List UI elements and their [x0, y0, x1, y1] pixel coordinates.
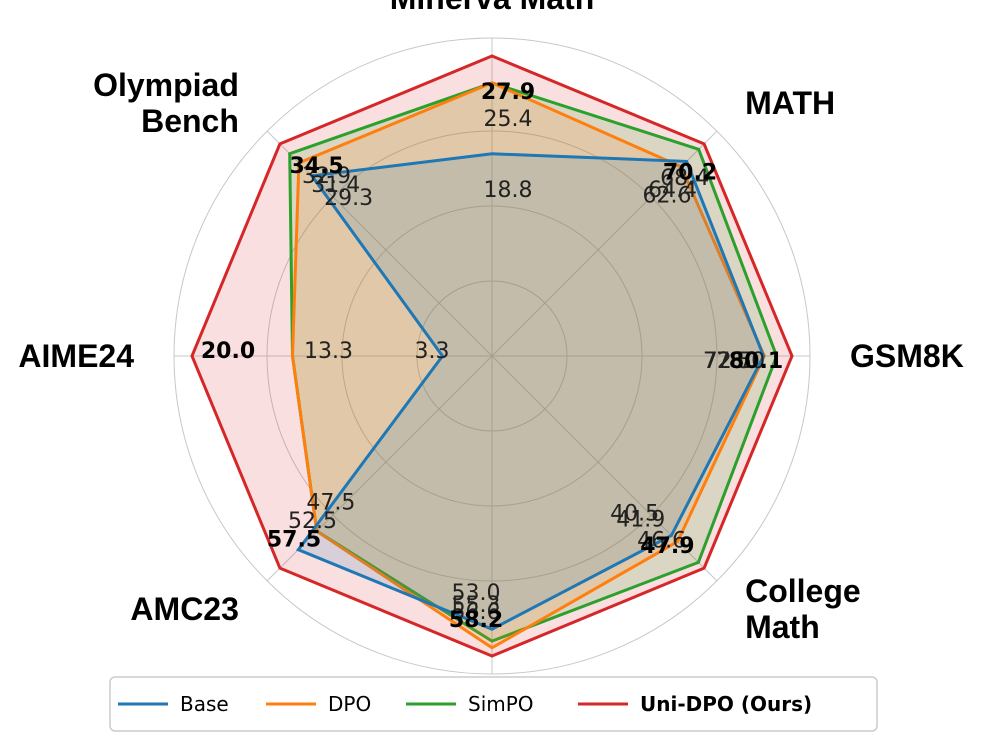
legend-box	[109, 676, 878, 732]
value-label-dpo: 41.9	[616, 508, 665, 533]
value-label-base: 3.3	[415, 339, 450, 364]
axis-labels: Minerva MathMATHGSM8KCollegeMathGaoKao E…	[18, 0, 963, 732]
legend-label-simpo: SimPO	[468, 692, 534, 716]
value-label-uni-dpo-ours: 80.1	[729, 349, 783, 374]
axis-label: Olympiad	[93, 67, 239, 103]
value-labels: 18.8 64.472.540.553.052.53.329.325.462.67…	[201, 80, 783, 633]
axis-label: GSM8K	[850, 338, 964, 374]
series-line-base	[295, 152, 766, 631]
series-fill-dpo	[292, 82, 765, 648]
value-label-uni-dpo-ours: 70.2	[663, 161, 717, 186]
grid-spoke	[491, 355, 718, 582]
value-label-simpo: 68.4	[660, 166, 709, 191]
value-label-base: 72.5	[703, 349, 752, 374]
legend-label-uni-dpo-ours: Uni-DPO (Ours)	[640, 692, 812, 716]
value-label-simpo: 32.9	[302, 164, 351, 189]
value-label-uni-dpo-ours: 57.5	[267, 527, 321, 552]
value-label-base: 40.5	[610, 501, 659, 526]
value-label-uni-dpo-ours: 58.2	[449, 608, 503, 633]
axis-label: MATH	[745, 85, 835, 121]
value-label-uni-dpo-ours: 27.9	[481, 80, 535, 105]
value-label-simpo: 76.0	[716, 349, 765, 374]
grid-spoke	[266, 130, 493, 357]
series-line-simpo	[288, 81, 779, 643]
value-label-dpo: 72.7	[704, 349, 753, 374]
axis-label: AMC23	[130, 591, 238, 627]
axis-label: Math	[745, 609, 820, 645]
grid-spoke	[491, 130, 718, 357]
value-label-base: 29.3	[324, 186, 373, 211]
value-label-dpo: 31.4	[311, 173, 360, 198]
series-fill-base	[298, 153, 764, 630]
value-label-base: 18.8	[484, 178, 533, 203]
legend-label-base: Base	[180, 692, 229, 716]
value-label-dpo: 13.3	[304, 339, 353, 364]
value-label-dpo: 56.6	[452, 600, 501, 625]
value-label-dpo: 62.6	[643, 184, 692, 209]
value-label-base: 64.4	[648, 178, 697, 203]
value-label-simpo: 46.6	[637, 528, 686, 553]
radar-series	[190, 54, 794, 658]
value-label-simpo: 55.3	[452, 593, 501, 618]
legend-label-dpo: DPO	[328, 692, 371, 716]
series-fill-uni-dpo-ours	[192, 56, 792, 656]
legend: Base DPO SimPO Uni-DPO (Ours)	[109, 676, 878, 732]
series-line-uni-dpo-ours	[190, 54, 794, 658]
value-label-dpo: 25.4	[484, 107, 533, 132]
value-label-uni-dpo-ours: 47.9	[640, 534, 694, 559]
value-label-base: 52.5	[288, 509, 337, 534]
axis-label: AIME24	[18, 338, 134, 374]
value-label-base: 53.0	[452, 581, 501, 606]
axis-label: College	[745, 573, 861, 609]
axis-label: Bench	[141, 103, 239, 139]
value-label-uni-dpo-ours: 34.5	[289, 154, 343, 179]
value-label-uni-dpo-ours: 20.0	[201, 339, 255, 364]
series-line-dpo	[290, 81, 766, 650]
series-fill-simpo	[289, 82, 777, 642]
axis-label: Minerva Math	[390, 0, 594, 16]
value-label-dpo: 47.5	[306, 490, 355, 515]
